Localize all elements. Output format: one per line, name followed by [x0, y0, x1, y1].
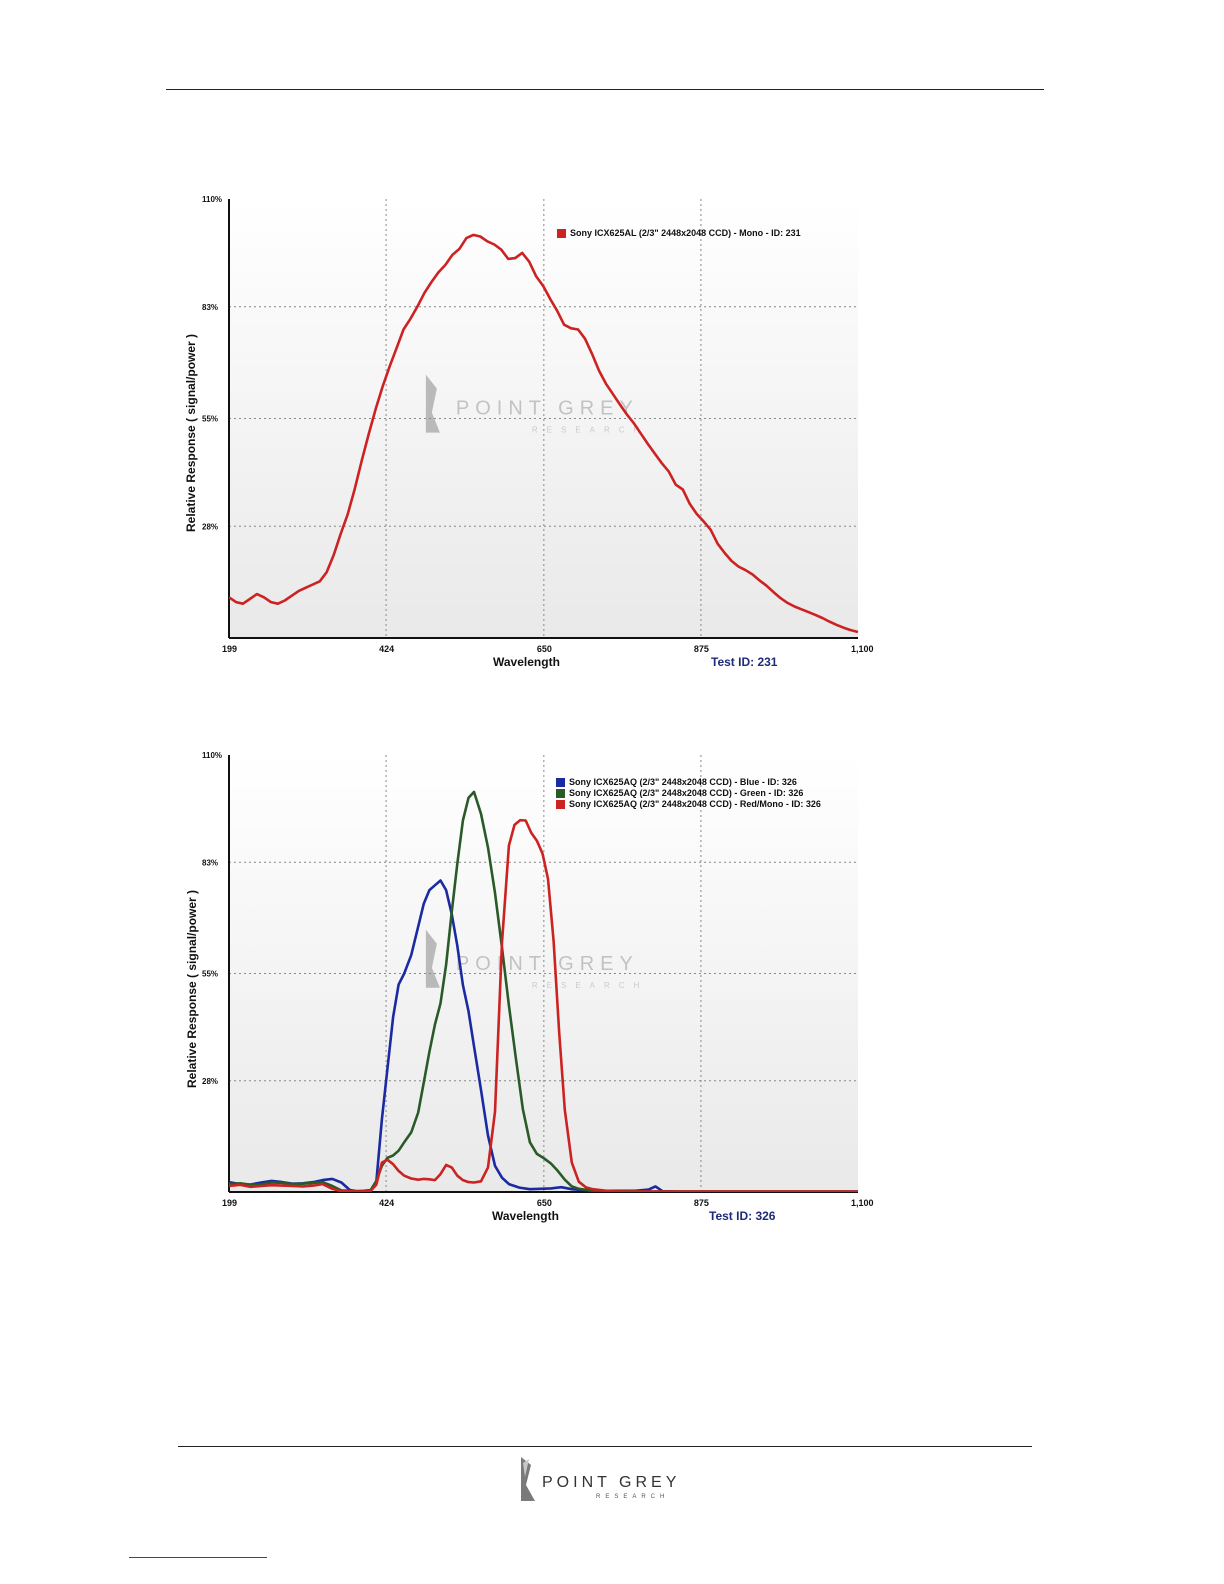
legend-swatch	[556, 778, 565, 787]
y-tick-label: 83%	[202, 858, 218, 867]
y-tick-label: 28%	[202, 1077, 218, 1086]
series-line-rgb-0	[229, 879, 858, 1192]
x-tick-label: 199	[222, 1198, 237, 1208]
legend-item: Sony ICX625AL (2/3" 2448x2048 CCD) - Mon…	[557, 228, 801, 239]
y-tick-label: 110%	[202, 195, 222, 204]
x-tick-label: 1,100	[851, 644, 874, 654]
chart-mono-svg: POINT GREY RESEARCH 28% 55% 83% 110% 199 424 650…	[202, 195, 874, 654]
y-tick-label: 55%	[202, 415, 218, 424]
legend-swatch	[557, 229, 566, 238]
footer-logo-sub: RESEARCH	[596, 1494, 670, 1500]
watermark-word: POINT GREY	[456, 398, 639, 420]
chart-rgb-svg: POINT GREY RESEARCH 28% 55% 83% 110% 199 424 650…	[202, 751, 874, 1208]
x-tick-label: 650	[537, 644, 552, 654]
header-rule	[166, 89, 1044, 90]
chart-mono-xlabel: Wavelength	[493, 655, 560, 669]
x-tick-label: 650	[537, 1198, 552, 1208]
plot-background	[229, 755, 858, 1192]
series-line-mono-0	[229, 233, 859, 634]
chart-mono-test-id: Test ID: 231	[711, 655, 778, 669]
watermark-sub: RESEARCH	[532, 426, 648, 435]
watermark-logo: POINT GREY RESEARCH	[425, 374, 648, 435]
legend-label: Sony ICX625AQ (2/3" 2448x2048 CCD) - Red…	[569, 799, 821, 809]
x-tick-label: 1,100	[851, 1198, 874, 1208]
legend-item: Sony ICX625AQ (2/3" 2448x2048 CCD) - Blu…	[556, 777, 821, 788]
watermark-logo-icon	[425, 929, 440, 988]
y-tick-label: 55%	[202, 970, 218, 979]
legend-label: Sony ICX625AQ (2/3" 2448x2048 CCD) - Blu…	[569, 777, 797, 787]
watermark-word: POINT GREY	[456, 953, 639, 975]
footer-rule	[178, 1446, 1032, 1447]
series-line-rgb-2	[229, 818, 858, 1192]
chart-rgb-xlabel: Wavelength	[492, 1209, 559, 1223]
y-tick-label: 110%	[202, 751, 222, 760]
chart-rgb-ylabel: Relative Response ( signal/power )	[185, 889, 199, 1088]
y-tick-label: 28%	[202, 522, 218, 531]
legend-swatch	[556, 800, 565, 809]
x-tick-label: 424	[379, 1198, 394, 1208]
chart-mono-legend: Sony ICX625AL (2/3" 2448x2048 CCD) - Mon…	[557, 228, 801, 239]
point-grey-logo-icon	[521, 1457, 535, 1501]
legend-item: Sony ICX625AQ (2/3" 2448x2048 CCD) - Red…	[556, 799, 821, 810]
x-tick-label: 199	[222, 644, 237, 654]
x-tick-label: 424	[379, 644, 394, 654]
chart-rgb-test-id: Test ID: 326	[709, 1209, 776, 1223]
legend-item: Sony ICX625AQ (2/3" 2448x2048 CCD) - Gre…	[556, 788, 821, 799]
chart-rgb-legend: Sony ICX625AQ (2/3" 2448x2048 CCD) - Blu…	[556, 777, 821, 810]
watermark-logo-icon	[425, 374, 440, 433]
series-line-rgb-1	[229, 790, 858, 1192]
legend-label: Sony ICX625AL (2/3" 2448x2048 CCD) - Mon…	[570, 228, 801, 238]
legend-label: Sony ICX625AQ (2/3" 2448x2048 CCD) - Gre…	[569, 788, 804, 798]
y-tick-label: 83%	[202, 303, 218, 312]
legend-swatch	[556, 789, 565, 798]
chart-mono: POINT GREY RESEARCH 28% 55% 83% 110% 199 424 650…	[0, 0, 1224, 700]
footer-logo-word: POINT GREY	[542, 1474, 681, 1491]
footer-link-underline[interactable]	[129, 1557, 267, 1558]
x-tick-label: 875	[694, 1198, 709, 1208]
x-tick-label: 875	[694, 644, 709, 654]
watermark-sub: RESEARCH	[532, 981, 648, 990]
